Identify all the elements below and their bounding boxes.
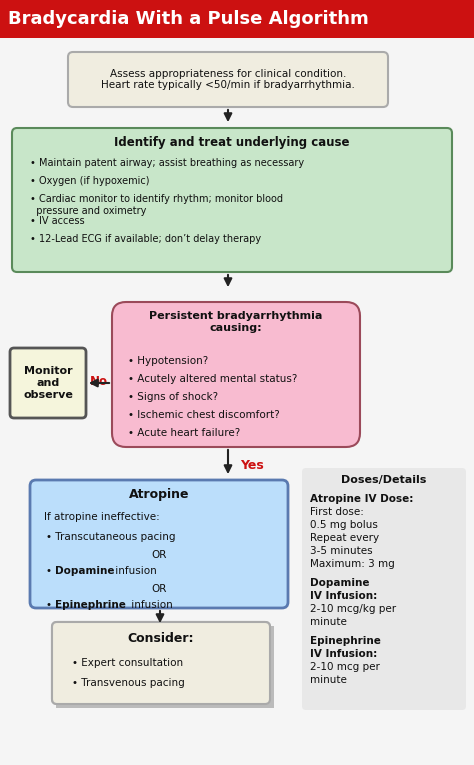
Text: IV Infusion:: IV Infusion:	[310, 591, 377, 601]
FancyBboxPatch shape	[68, 52, 388, 107]
Text: Yes: Yes	[240, 459, 264, 472]
Text: • Transvenous pacing: • Transvenous pacing	[72, 678, 185, 688]
Text: • Oxygen (if hypoxemic): • Oxygen (if hypoxemic)	[30, 176, 149, 186]
Text: • Hypotension?: • Hypotension?	[128, 356, 208, 366]
Text: infusion: infusion	[128, 600, 173, 610]
Bar	[0, 0, 474, 38]
Text: Repeat every: Repeat every	[310, 533, 379, 543]
Text: 2-10 mcg/kg per: 2-10 mcg/kg per	[310, 604, 396, 614]
Text: First dose:: First dose:	[310, 507, 364, 517]
Text: 2-10 mcg per: 2-10 mcg per	[310, 662, 380, 672]
Text: Identify and treat underlying cause: Identify and treat underlying cause	[114, 135, 350, 148]
FancyBboxPatch shape	[30, 480, 288, 608]
Text: • Acute heart failure?: • Acute heart failure?	[128, 428, 240, 438]
Text: Monitor
and
observe: Monitor and observe	[23, 366, 73, 399]
Text: Persistent bradyarrhythmia
causing:: Persistent bradyarrhythmia causing:	[149, 311, 323, 333]
Text: If atropine ineffective:: If atropine ineffective:	[44, 512, 160, 522]
Text: Assess appropriateness for clinical condition.
Heart rate typically <50/min if b: Assess appropriateness for clinical cond…	[101, 69, 355, 90]
FancyBboxPatch shape	[52, 622, 270, 704]
Bar	[56, 626, 274, 708]
Text: minute: minute	[310, 617, 347, 627]
Text: Bradycardia With a Pulse Algorithm: Bradycardia With a Pulse Algorithm	[8, 10, 369, 28]
Text: • Maintain patent airway; assist breathing as necessary: • Maintain patent airway; assist breathi…	[30, 158, 304, 168]
FancyBboxPatch shape	[112, 302, 360, 447]
Text: Atropine IV Dose:: Atropine IV Dose:	[310, 494, 413, 504]
FancyBboxPatch shape	[12, 128, 452, 272]
Text: Dopamine: Dopamine	[310, 578, 370, 588]
Text: 3-5 minutes: 3-5 minutes	[310, 546, 373, 556]
Text: Consider:: Consider:	[128, 631, 194, 644]
Text: Epinephrine: Epinephrine	[310, 636, 381, 646]
Text: minute: minute	[310, 675, 347, 685]
Text: • Signs of shock?: • Signs of shock?	[128, 392, 218, 402]
Text: •: •	[46, 600, 55, 610]
Text: • Expert consultation: • Expert consultation	[72, 658, 183, 668]
Text: • Cardiac monitor to identify rhythm; monitor blood
  pressure and oximetry: • Cardiac monitor to identify rhythm; mo…	[30, 194, 283, 216]
Text: • Acutely altered mental status?: • Acutely altered mental status?	[128, 374, 297, 384]
FancyBboxPatch shape	[10, 348, 86, 418]
Text: • IV access: • IV access	[30, 216, 85, 226]
Text: • Ischemic chest discomfort?: • Ischemic chest discomfort?	[128, 410, 280, 420]
Text: OR: OR	[151, 584, 167, 594]
FancyBboxPatch shape	[302, 468, 466, 710]
Text: • 12-Lead ECG if available; don’t delay therapy: • 12-Lead ECG if available; don’t delay …	[30, 234, 261, 244]
Text: •: •	[46, 566, 55, 576]
Text: Epinephrine: Epinephrine	[55, 600, 126, 610]
Text: Maximum: 3 mg: Maximum: 3 mg	[310, 559, 395, 569]
Text: Atropine: Atropine	[129, 487, 189, 500]
Text: Dopamine: Dopamine	[55, 566, 115, 576]
Text: infusion: infusion	[112, 566, 157, 576]
Text: Doses/Details: Doses/Details	[341, 475, 427, 485]
Text: IV Infusion:: IV Infusion:	[310, 649, 377, 659]
FancyBboxPatch shape	[52, 622, 270, 704]
Text: 0.5 mg bolus: 0.5 mg bolus	[310, 520, 378, 530]
Text: OR: OR	[151, 550, 167, 560]
Text: No: No	[90, 375, 108, 388]
Text: • Transcutaneous pacing: • Transcutaneous pacing	[46, 532, 175, 542]
